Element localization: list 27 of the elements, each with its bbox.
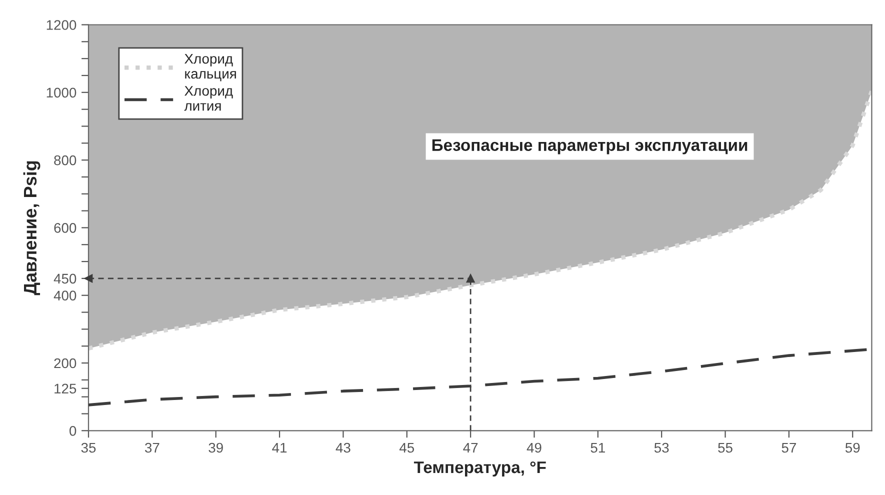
y-tick-label: 600 bbox=[54, 223, 76, 233]
x-tick-label: 45 bbox=[399, 442, 414, 453]
x-tick-label: 47 bbox=[463, 442, 478, 453]
legend-label: Хлорид кальция bbox=[184, 54, 236, 82]
x-tick-label: 51 bbox=[590, 442, 605, 453]
legend-label: Хлорид лития bbox=[184, 86, 233, 111]
y-tick-label: 1000 bbox=[46, 88, 76, 98]
y-tick-label: 400 bbox=[54, 290, 76, 301]
x-tick-label: 59 bbox=[845, 442, 860, 453]
x-tick-label: 43 bbox=[336, 442, 350, 453]
x-tick-label: 37 bbox=[144, 442, 160, 453]
y-axis-title: Давление, Psig bbox=[23, 161, 40, 296]
x-tick-label: 41 bbox=[272, 442, 287, 453]
x-tick-label: 39 bbox=[208, 442, 223, 453]
annotation: Безопасные параметры эксплуатации bbox=[432, 139, 748, 154]
y-tick-label: 200 bbox=[54, 358, 76, 368]
y-tick-label: 1200 bbox=[46, 20, 76, 30]
x-axis-title: Температура, °F bbox=[414, 461, 546, 476]
y-tick-label: 800 bbox=[54, 155, 76, 166]
y-tick-label: 450 bbox=[54, 274, 76, 284]
x-tick-label: 57 bbox=[782, 442, 796, 453]
x-tick-label: 49 bbox=[526, 442, 542, 453]
x-tick-label: 53 bbox=[654, 442, 669, 453]
x-tick-label: 35 bbox=[81, 442, 96, 453]
y-tick-label: 0 bbox=[70, 426, 76, 436]
y-tick-label: 125 bbox=[54, 384, 76, 394]
x-tick-label: 55 bbox=[718, 442, 732, 453]
